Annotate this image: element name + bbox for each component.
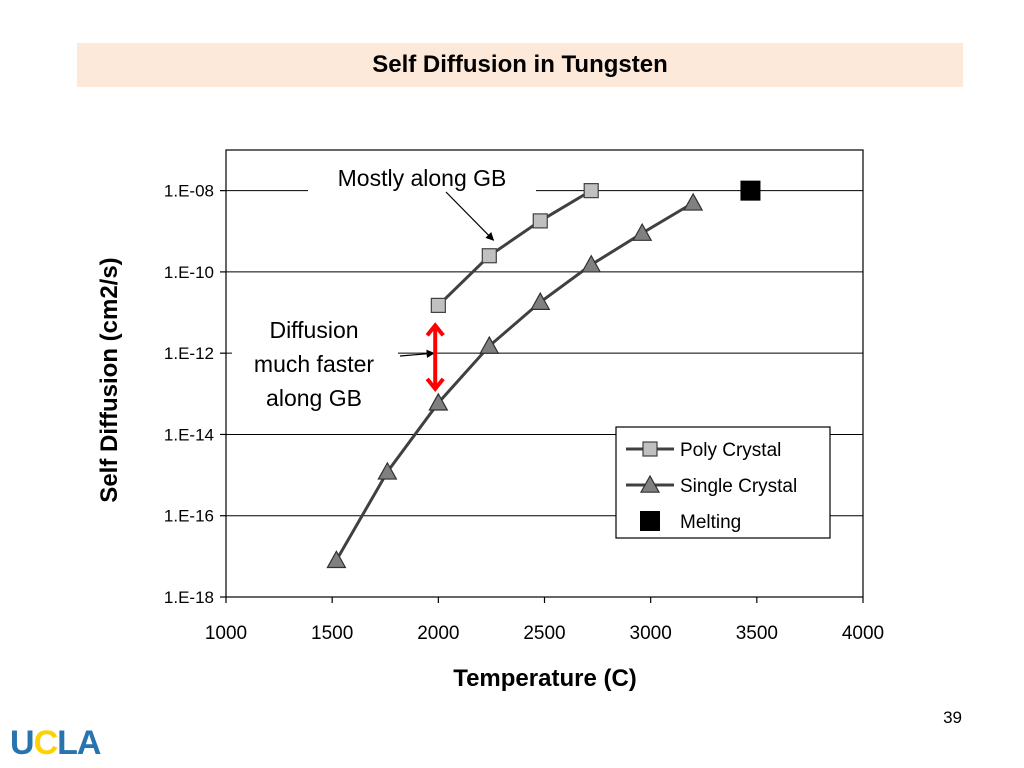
y-axis-title: Self Diffusion (cm2/s) bbox=[96, 257, 123, 502]
annotation-diffusion-line: Diffusion bbox=[269, 317, 358, 343]
triangle-marker bbox=[326, 550, 347, 569]
page-number: 39 bbox=[943, 708, 962, 727]
triangle-marker bbox=[632, 222, 653, 241]
y-tick-label: 1.E-12 bbox=[164, 344, 214, 363]
annotations: Mostly along GB Diffusion much faster along… bbox=[254, 165, 506, 411]
annotation-bg bbox=[232, 312, 398, 416]
x-tick-label: 2500 bbox=[523, 623, 565, 644]
red-arrow-head-bottom bbox=[425, 377, 445, 393]
annotation-diffusion-line: along GB bbox=[266, 385, 362, 411]
square-marker bbox=[430, 297, 446, 313]
annotation-mostly-along-gb: Mostly along GB bbox=[338, 165, 507, 191]
x-axis-title: Temperature (C) bbox=[453, 665, 637, 692]
square-marker bbox=[532, 213, 548, 229]
annotation-arrow bbox=[399, 349, 435, 358]
axes: 1.E-18 1.E-16 1.E-14 1.E-12 1.E-10 1.E-08 1000… bbox=[164, 182, 884, 644]
x-tick-label: 3000 bbox=[630, 623, 672, 644]
triangle-marker bbox=[530, 291, 551, 310]
square-marker bbox=[481, 248, 497, 264]
square-marker bbox=[583, 183, 599, 199]
ucla-logo: UCLA bbox=[10, 724, 101, 762]
legend-label: Single Crystal bbox=[680, 476, 797, 497]
y-tick-label: 1.E-18 bbox=[164, 588, 214, 607]
y-tick-label: 1.E-14 bbox=[164, 425, 214, 444]
x-tick-label: 1500 bbox=[311, 623, 353, 644]
x-tick-label: 1000 bbox=[205, 623, 247, 644]
legend-melting-marker bbox=[640, 511, 660, 531]
triangle-marker bbox=[479, 335, 500, 354]
triangle-marker bbox=[428, 392, 449, 411]
y-tick-label: 1.E-10 bbox=[164, 263, 214, 282]
slide-title: Self Diffusion in Tungsten bbox=[372, 51, 668, 78]
y-tick-label: 1.E-16 bbox=[164, 507, 214, 526]
triangle-marker bbox=[683, 192, 704, 211]
square-marker bbox=[642, 441, 658, 457]
annotation-diffusion-line: much faster bbox=[254, 351, 374, 377]
annotation-arrow bbox=[445, 191, 495, 241]
series-layer bbox=[326, 180, 761, 569]
triangle-marker bbox=[377, 461, 398, 480]
legend-label: Poly Crystal bbox=[680, 440, 781, 461]
triangle-marker bbox=[581, 254, 602, 273]
slide-title-bar: Self Diffusion in Tungsten bbox=[77, 43, 963, 87]
red-arrow-head-top bbox=[425, 322, 445, 337]
filled-square-marker bbox=[740, 180, 761, 201]
legend-label: Melting bbox=[680, 512, 741, 533]
annotation-bg bbox=[308, 160, 536, 196]
triangle-marker bbox=[639, 474, 661, 493]
legend: Poly Crystal Single Crystal Melting bbox=[615, 426, 831, 539]
x-tick-label: 2000 bbox=[417, 623, 459, 644]
y-tick-label: 1.E-08 bbox=[164, 182, 214, 201]
series-line-0 bbox=[437, 189, 592, 307]
x-tick-label: 3500 bbox=[736, 623, 778, 644]
x-tick-label: 4000 bbox=[842, 623, 884, 644]
